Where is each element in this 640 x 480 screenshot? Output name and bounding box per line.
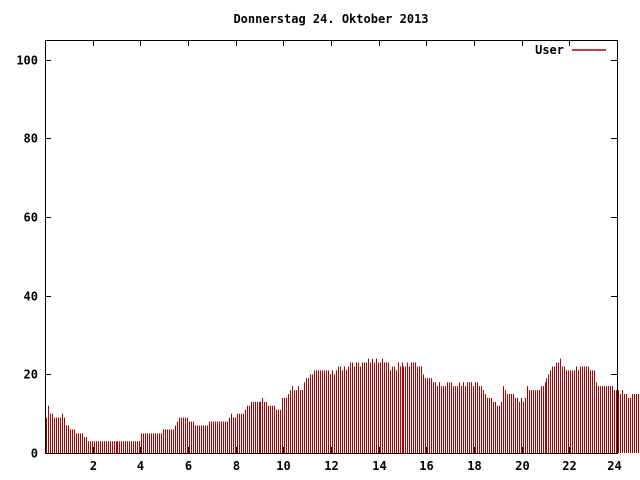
x-tick-label: 18	[467, 459, 481, 473]
bar-series	[46, 358, 639, 453]
legend: User	[535, 43, 606, 57]
x-tick-label: 8	[233, 459, 240, 473]
y-tick-label: 20	[24, 368, 38, 382]
x-tick-label: 22	[562, 459, 576, 473]
x-tick-label: 12	[324, 459, 338, 473]
x-tick-label: 4	[137, 459, 144, 473]
y-tick-label: 0	[31, 447, 38, 461]
x-tick-label: 6	[185, 459, 192, 473]
x-tick-label: 10	[276, 459, 290, 473]
x-tick-label: 24	[607, 459, 621, 473]
legend-label: User	[535, 43, 564, 57]
x-tick-label: 20	[515, 459, 529, 473]
x-tick-label: 2	[90, 459, 97, 473]
y-tick-label: 80	[24, 132, 38, 146]
y-tick-label: 40	[24, 290, 38, 304]
y-tick-label: 100	[16, 54, 38, 68]
y-tick-label: 60	[24, 211, 38, 225]
x-tick-label: 14	[372, 459, 386, 473]
x-axis: 2 4 6 8 10 12 14 16 18 20 22 24	[90, 40, 622, 473]
chart-title: Donnerstag 24. Oktober 2013	[233, 12, 428, 26]
y-axis: 0 20 40 60 80 100	[16, 54, 617, 461]
x-tick-label: 16	[419, 459, 433, 473]
